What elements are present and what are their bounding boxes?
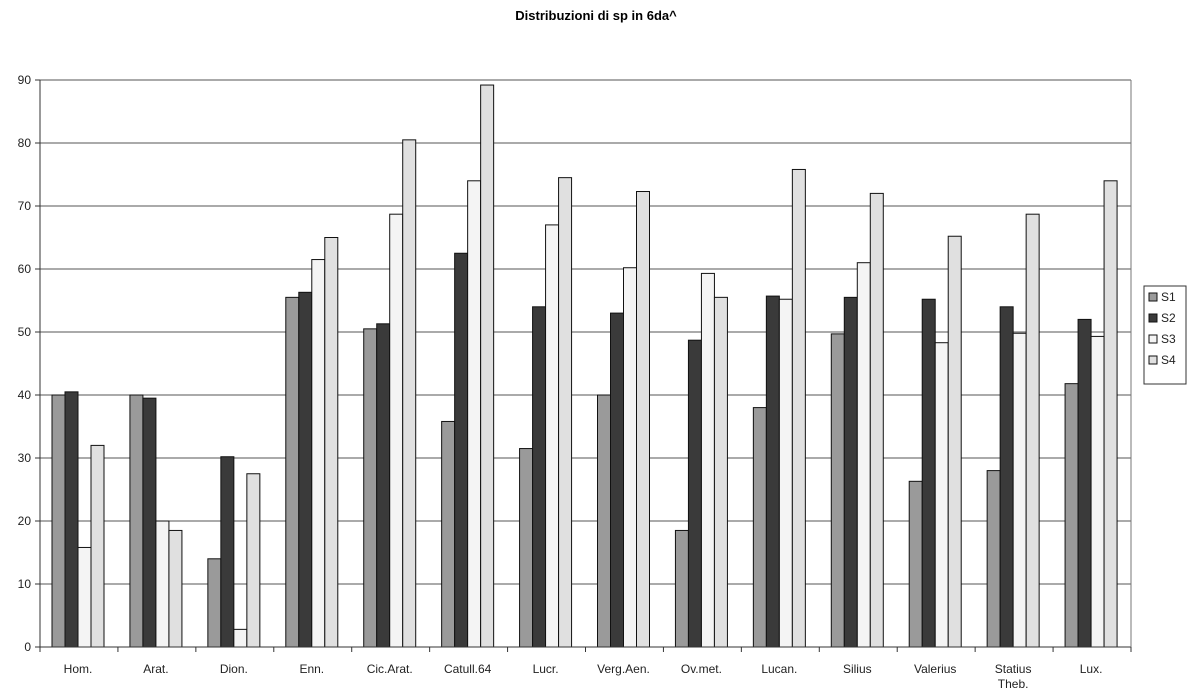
bar-s4 bbox=[168, 529, 183, 648]
category-label: Verg.Aen. bbox=[597, 662, 650, 676]
category-label: Valerius bbox=[914, 662, 956, 676]
y-tick-label: 10 bbox=[18, 577, 32, 591]
bar-s3 bbox=[545, 224, 560, 648]
bar-s4 bbox=[480, 84, 495, 648]
bar-s1 bbox=[986, 470, 1001, 648]
bar-s1 bbox=[519, 448, 534, 648]
category-label: Ov.met. bbox=[681, 662, 722, 676]
bar-s2 bbox=[687, 339, 702, 648]
bar-s2 bbox=[999, 306, 1014, 648]
category-label: Theb. bbox=[998, 677, 1029, 691]
bar-s3 bbox=[700, 272, 715, 648]
legend-label-s4: S4 bbox=[1161, 353, 1176, 367]
bar-s2 bbox=[765, 295, 780, 648]
legend-label-s1: S1 bbox=[1161, 290, 1176, 304]
y-tick-label: 50 bbox=[18, 325, 32, 339]
bar-s1 bbox=[51, 394, 66, 648]
bar-s3 bbox=[934, 342, 949, 648]
category-label: Catull.64 bbox=[444, 662, 492, 676]
y-tick-label: 60 bbox=[18, 262, 32, 276]
bar-s3 bbox=[1012, 332, 1027, 648]
category-label: Enn. bbox=[299, 662, 324, 676]
bar-s1 bbox=[207, 558, 222, 648]
bar-s3 bbox=[311, 259, 326, 648]
legend-label-s3: S3 bbox=[1161, 332, 1176, 346]
y-tick-label: 20 bbox=[18, 514, 32, 528]
bar-s2 bbox=[298, 291, 313, 648]
legend-swatch-s1 bbox=[1148, 292, 1158, 302]
bar-s2 bbox=[843, 296, 858, 648]
category-label: Arat. bbox=[143, 662, 168, 676]
bar-s1 bbox=[908, 480, 923, 648]
bar-s3 bbox=[623, 267, 637, 648]
bar-s4 bbox=[636, 191, 650, 648]
bar-s3 bbox=[467, 180, 482, 648]
legend: S1 S2 S3 S4 bbox=[1143, 285, 1187, 385]
bar-s4 bbox=[1103, 180, 1118, 648]
legend-swatch-s3 bbox=[1148, 334, 1158, 344]
bar-s2 bbox=[142, 397, 157, 648]
bar-s1 bbox=[441, 420, 456, 648]
bar-s1 bbox=[752, 407, 767, 648]
bar-s4 bbox=[324, 237, 339, 648]
bar-s3 bbox=[155, 520, 170, 648]
bar-s3 bbox=[1090, 335, 1105, 648]
category-label: Lux. bbox=[1080, 662, 1103, 676]
y-tick-label: 90 bbox=[18, 73, 32, 87]
bar-s3 bbox=[233, 628, 248, 648]
bar-s2 bbox=[454, 252, 469, 648]
bar-s4 bbox=[90, 444, 105, 648]
bar-s1 bbox=[1064, 383, 1079, 648]
y-axis-ticks: 0 10 20 30 40 50 60 70 80 90 bbox=[18, 73, 40, 654]
category-label: Statius bbox=[995, 662, 1032, 676]
bar-s4 bbox=[1025, 213, 1040, 648]
legend-swatch-s4 bbox=[1148, 355, 1158, 365]
bar-s2 bbox=[376, 323, 391, 648]
legend-label-s2: S2 bbox=[1161, 311, 1176, 325]
bar-s4 bbox=[947, 235, 962, 648]
gridlines bbox=[40, 79, 1131, 585]
bar-s3 bbox=[778, 298, 793, 648]
chart-title: Distribuzioni di sp in 6da^ bbox=[515, 8, 677, 23]
bar-s2 bbox=[64, 391, 79, 648]
bar-s1 bbox=[674, 529, 689, 648]
bar-s1 bbox=[830, 333, 845, 648]
bar-s4 bbox=[869, 192, 884, 648]
bar-s2 bbox=[921, 298, 936, 648]
bar-s3 bbox=[856, 262, 871, 648]
y-tick-label: 80 bbox=[18, 136, 32, 150]
y-tick-label: 40 bbox=[18, 388, 32, 402]
bar-s1 bbox=[363, 328, 378, 648]
bar-s1 bbox=[285, 296, 300, 648]
bars bbox=[51, 84, 1118, 648]
bar-s2 bbox=[220, 456, 235, 648]
bar-s1 bbox=[129, 394, 144, 648]
y-tick-label: 70 bbox=[18, 199, 32, 213]
bar-s3 bbox=[389, 213, 404, 648]
bar-s2 bbox=[532, 306, 547, 648]
category-label: Dion. bbox=[220, 662, 248, 676]
y-tick-label: 0 bbox=[24, 640, 31, 654]
bar-s4 bbox=[246, 473, 261, 648]
y-tick-label: 30 bbox=[18, 451, 32, 465]
category-label: Cic.Arat. bbox=[367, 662, 413, 676]
bar-s4 bbox=[558, 177, 573, 648]
bar-s3 bbox=[77, 546, 92, 648]
bar-s4 bbox=[402, 139, 417, 648]
x-axis-labels: Hom. Arat. Dion. Enn. Cic.Arat. Catull.64 Lucr… bbox=[64, 662, 1103, 691]
legend-swatch-s2 bbox=[1148, 313, 1158, 323]
bar-s4 bbox=[791, 168, 806, 648]
category-label: Lucr. bbox=[533, 662, 559, 676]
bar-s2 bbox=[610, 312, 624, 648]
category-label: Lucan. bbox=[761, 662, 797, 676]
category-label: Hom. bbox=[64, 662, 93, 676]
bar-s4 bbox=[713, 296, 728, 648]
category-label: Silius bbox=[843, 662, 872, 676]
bar-s2 bbox=[1077, 318, 1092, 648]
axes bbox=[39, 80, 1132, 652]
bar-s1 bbox=[597, 394, 611, 648]
